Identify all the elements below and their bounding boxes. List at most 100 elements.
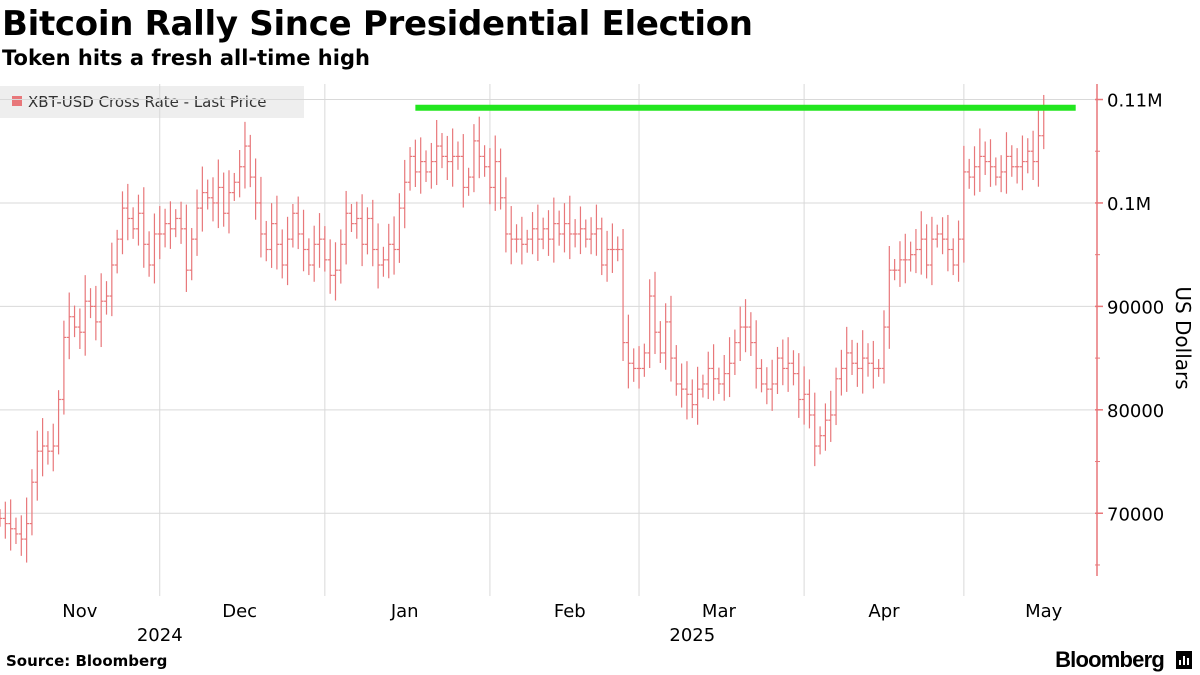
ohlc-bar	[753, 320, 759, 389]
ohlc-bar	[886, 245, 892, 349]
ohlc-bar	[849, 339, 855, 376]
ohlc-bar	[785, 337, 791, 392]
y-tick-label: 0.1M	[1107, 194, 1151, 215]
ohlc-bar	[870, 340, 876, 389]
legend-swatch	[12, 96, 22, 106]
ohlc-bar	[780, 339, 786, 386]
ohlc-bar	[317, 213, 322, 268]
ohlc-bar	[274, 195, 280, 270]
ohlc-bar	[918, 211, 924, 275]
ohlc-bar	[1009, 145, 1015, 177]
ohlc-bar	[258, 176, 264, 258]
bloomberg-terminal-icon	[1176, 651, 1192, 669]
ohlc-bar	[66, 292, 72, 360]
ohlc-bar	[530, 212, 535, 255]
ohlc-bar	[487, 148, 493, 205]
ohlc-bar	[327, 239, 333, 294]
ohlc-bar	[1020, 135, 1025, 191]
ohlc-bar	[61, 320, 67, 415]
ohlc-bar	[428, 142, 434, 189]
source-note: Source: Bloomberg	[6, 652, 168, 670]
ohlc-bar	[972, 146, 977, 196]
ohlc-bar	[253, 158, 259, 220]
ohlc-bar	[641, 343, 647, 377]
ohlc-bar	[599, 217, 605, 276]
ohlc-bar	[546, 210, 551, 256]
y-tick-label: 0.11M	[1107, 91, 1163, 112]
legend: XBT-USD Cross Rate - Last Price	[0, 86, 304, 118]
ohlc-bar	[381, 246, 386, 277]
ohlc-bar	[727, 337, 732, 398]
legend-entry-label: XBT-USD Cross Rate - Last Price	[28, 93, 267, 111]
ohlc-bar	[29, 469, 35, 536]
ohlc-bar	[748, 312, 754, 356]
ohlc-bar	[498, 148, 503, 210]
ohlc-bar	[503, 177, 509, 253]
ohlc-bar	[1004, 132, 1009, 194]
ohlc-bar	[88, 288, 93, 319]
ohlc-bar	[221, 172, 227, 227]
ohlc-bar	[343, 190, 349, 265]
ohlc-bar	[205, 179, 211, 210]
ohlc-bar	[716, 367, 722, 395]
ohlc-bar	[210, 177, 216, 222]
ohlc-bar	[828, 390, 834, 442]
ohlc-bar	[18, 515, 24, 556]
ohlc-bar	[1014, 148, 1020, 184]
ohlc-bar	[365, 207, 370, 255]
ohlc-bar	[455, 141, 461, 170]
ohlc-bar	[801, 366, 807, 425]
ohlc-bar	[807, 379, 812, 429]
ohlc-bar	[231, 172, 237, 201]
ohlc-bar	[450, 128, 456, 187]
ohlc-bar	[988, 139, 993, 187]
ohlc-bar	[945, 214, 951, 272]
ohlc-bar	[902, 233, 908, 284]
ohlc-bar	[482, 145, 487, 177]
ohlc-bar	[572, 219, 578, 248]
ohlc-bar	[838, 349, 844, 396]
ohlc-bar	[1041, 94, 1047, 150]
ohlc-bar	[333, 242, 338, 301]
ohlc-bar	[620, 229, 626, 362]
ohlc-bar	[1036, 107, 1041, 187]
ohlc-bar	[285, 216, 290, 286]
ohlc-bar	[418, 137, 424, 194]
ohlc-bar	[625, 314, 631, 389]
x-axis-labels: Nov Dec Jan Feb Mar Apr May 2024 2025	[62, 601, 1062, 646]
ohlc-bar	[72, 305, 77, 338]
ohlc-bar	[711, 344, 716, 401]
ohlc-bar	[695, 366, 701, 425]
ohlc-bar	[34, 430, 40, 501]
ohlc-bar	[466, 167, 472, 196]
ohlc-bar	[492, 135, 498, 211]
ohlc-bar	[594, 204, 599, 256]
ohlc-bar	[1025, 138, 1031, 174]
ohlc-bar	[56, 390, 61, 455]
ohlc-bar	[242, 121, 248, 189]
ohlc-bar	[823, 403, 828, 451]
ohlc-bar	[514, 224, 519, 253]
ohlc-bar	[237, 149, 243, 198]
ohlc-bar	[125, 183, 131, 241]
ohlc-bar	[120, 191, 125, 255]
ohlc-bar	[876, 359, 882, 377]
ohlc-bar	[567, 195, 573, 260]
ohlc-bar	[657, 321, 663, 363]
ohlc-bar	[412, 139, 418, 187]
x-month-label: Dec	[222, 601, 257, 622]
x-year-label: 2024	[137, 625, 183, 646]
ohlc-bar	[269, 203, 274, 268]
ohlc-bar	[652, 271, 658, 355]
ohlc-bar	[721, 354, 727, 401]
ohlc-bar	[136, 194, 141, 246]
ohlc-bar	[844, 326, 850, 392]
ohlc-bar	[636, 346, 642, 389]
ohlc-bar	[982, 141, 988, 175]
ohlc-bar	[1030, 130, 1036, 181]
ohlc-bar	[8, 499, 14, 551]
x-year-label: 2025	[669, 625, 715, 646]
ohlc-bar	[812, 392, 818, 467]
grid	[0, 84, 1097, 596]
